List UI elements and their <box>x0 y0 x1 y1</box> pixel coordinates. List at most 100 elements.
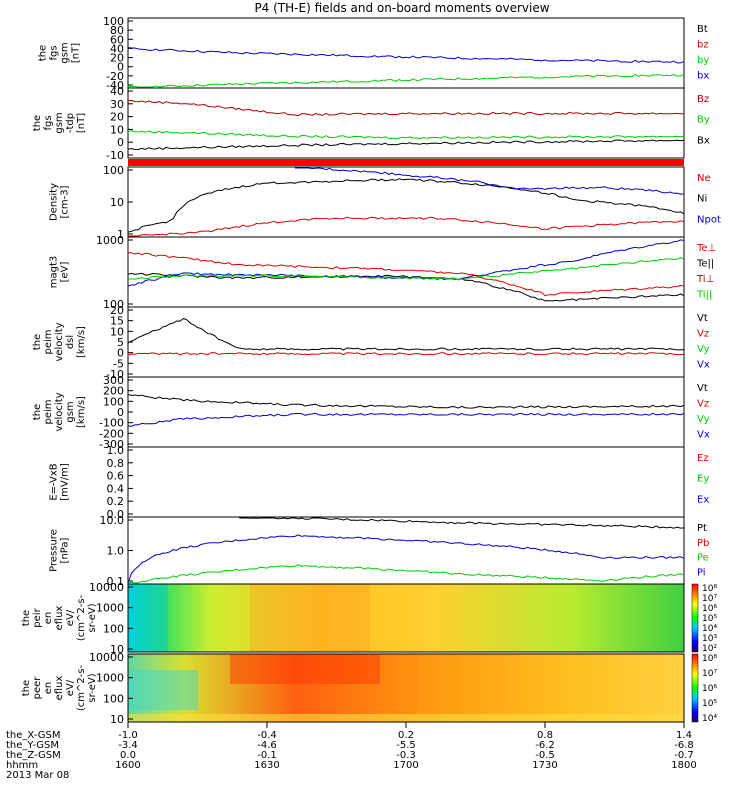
y-tick-label: 10 <box>110 123 124 136</box>
series-line-Te⊥ <box>127 252 685 297</box>
colorbar-peer <box>691 653 699 723</box>
x-tick-label: 0.8 <box>537 730 553 741</box>
y-tick-label: -100 <box>99 417 124 430</box>
y-axis-label: [nT] <box>71 43 82 63</box>
x-tick-label: -0.4 <box>257 730 277 741</box>
y-axis-label: velocity <box>54 392 65 431</box>
y-tick-label: -10 <box>106 368 124 381</box>
y-axis-label: [mV/m] <box>60 463 71 501</box>
series-line-Ni <box>127 178 685 233</box>
xaxis-row-label: the_Y-GSM <box>6 740 59 751</box>
series-line-bx <box>127 47 685 64</box>
series-line-Vx <box>127 412 685 427</box>
y-tick-label: 0.0 <box>107 508 125 521</box>
legend-item: Bx <box>697 135 710 146</box>
y-axis-label: the <box>38 45 49 61</box>
legend-item: Ti|| <box>696 290 712 301</box>
y-axis-label: sr-eV) <box>87 603 98 632</box>
y-axis-label: eV/ <box>65 609 76 626</box>
colorbar-tick-label: 10⁶ <box>702 684 717 694</box>
panel-frame <box>127 376 685 448</box>
legend-item: Vx <box>697 430 710 441</box>
x-tick-label: -3.4 <box>118 740 138 751</box>
legend-item: Ni <box>697 194 707 205</box>
y-axis-label: peim <box>43 399 54 424</box>
y-axis-label: Density <box>49 183 60 221</box>
y-tick-label: 10000 <box>89 651 124 664</box>
y-tick-label: 0.2 <box>107 495 125 508</box>
y-tick-label: 10.0 <box>100 514 125 527</box>
y-axis-label: [eV] <box>60 262 71 283</box>
y-tick-label: 200 <box>103 385 124 398</box>
y-axis-label: en <box>43 682 54 695</box>
legend-item: Pe <box>697 553 709 564</box>
y-tick-label: 100 <box>103 692 124 705</box>
y-tick-label: 1.0 <box>107 444 125 457</box>
legend-item: by <box>697 55 709 66</box>
y-tick-label: 0.4 <box>107 482 125 495</box>
y-axis-label: eV/ <box>65 679 76 696</box>
colorbar-peir <box>691 583 699 653</box>
series-line-By <box>127 130 685 140</box>
y-axis-label: peer <box>32 676 43 700</box>
y-tick-label: 0.8 <box>107 457 125 470</box>
series-line-by <box>128 73 685 88</box>
legend-item: Ti⊥ <box>696 274 714 285</box>
xaxis-row-label: the_X-GSM <box>6 730 60 741</box>
x-tick-label: -6.2 <box>535 740 555 751</box>
xaxis-row-label: the_Z-GSM <box>6 750 61 761</box>
y-tick-label: 1 <box>117 228 124 241</box>
panel-frame <box>127 236 685 308</box>
panel-frame <box>127 17 685 89</box>
panel-frame <box>127 516 685 585</box>
xaxis-row-label: 2013 Mar 08 <box>6 770 69 781</box>
y-axis-label: eflux <box>54 676 65 701</box>
y-axis-label: [nPa] <box>60 537 71 563</box>
series-line-Pi <box>127 534 685 584</box>
y-axis-label: (cm^2-s- <box>76 594 87 641</box>
series-line-Pt <box>239 517 685 529</box>
x-tick-label: 0.2 <box>398 730 414 741</box>
y-axis-label: the <box>32 115 43 131</box>
y-tick-label: 20 <box>110 52 124 65</box>
y-axis-label: peim <box>43 329 54 354</box>
legend-item: Ex <box>697 494 709 505</box>
legend-item: Npot <box>697 214 721 225</box>
heatmap-peir <box>128 584 684 652</box>
y-tick-label: 300 <box>103 374 124 387</box>
series-line-Npot <box>294 167 685 195</box>
legend-item: Vx <box>697 360 710 371</box>
x-tick-label: -0.1 <box>257 750 277 761</box>
y-tick-label: 100 <box>103 395 124 408</box>
y-tick-label: 15 <box>110 315 124 328</box>
mark-band <box>128 159 684 166</box>
y-axis-label: gsm <box>65 401 76 422</box>
colorbar-tick-label: 10⁴ <box>702 714 717 724</box>
legend-item: Ez <box>697 453 709 464</box>
y-tick-label: 40 <box>110 85 124 98</box>
y-tick-label: 0 <box>117 347 124 360</box>
y-axis-label: Pressure <box>49 529 60 572</box>
colorbar-tick-label: 10⁶ <box>702 604 717 614</box>
legend-item: Pb <box>697 538 709 549</box>
y-tick-label: 0 <box>117 61 124 74</box>
legend-item: bx <box>697 71 709 82</box>
plot-title: P4 (TH-E) fields and on-board moments ov… <box>254 1 549 15</box>
x-tick-label: -0.3 <box>396 750 416 761</box>
series-line-Te|| <box>127 272 685 302</box>
legend-item: Pt <box>697 523 707 534</box>
panel-frame <box>127 87 685 159</box>
y-axis-label: fgs <box>49 45 60 60</box>
y-tick-label: 0.6 <box>107 470 125 483</box>
colorbar-tick-label: 10⁵ <box>702 614 717 624</box>
y-axis-label: the <box>21 610 32 626</box>
x-tick-label: 0.0 <box>120 750 136 761</box>
y-axis-label: [nT] <box>76 113 87 133</box>
legend-item: Vt <box>697 383 708 394</box>
colorbar-tick-label: 10⁷ <box>702 594 717 604</box>
